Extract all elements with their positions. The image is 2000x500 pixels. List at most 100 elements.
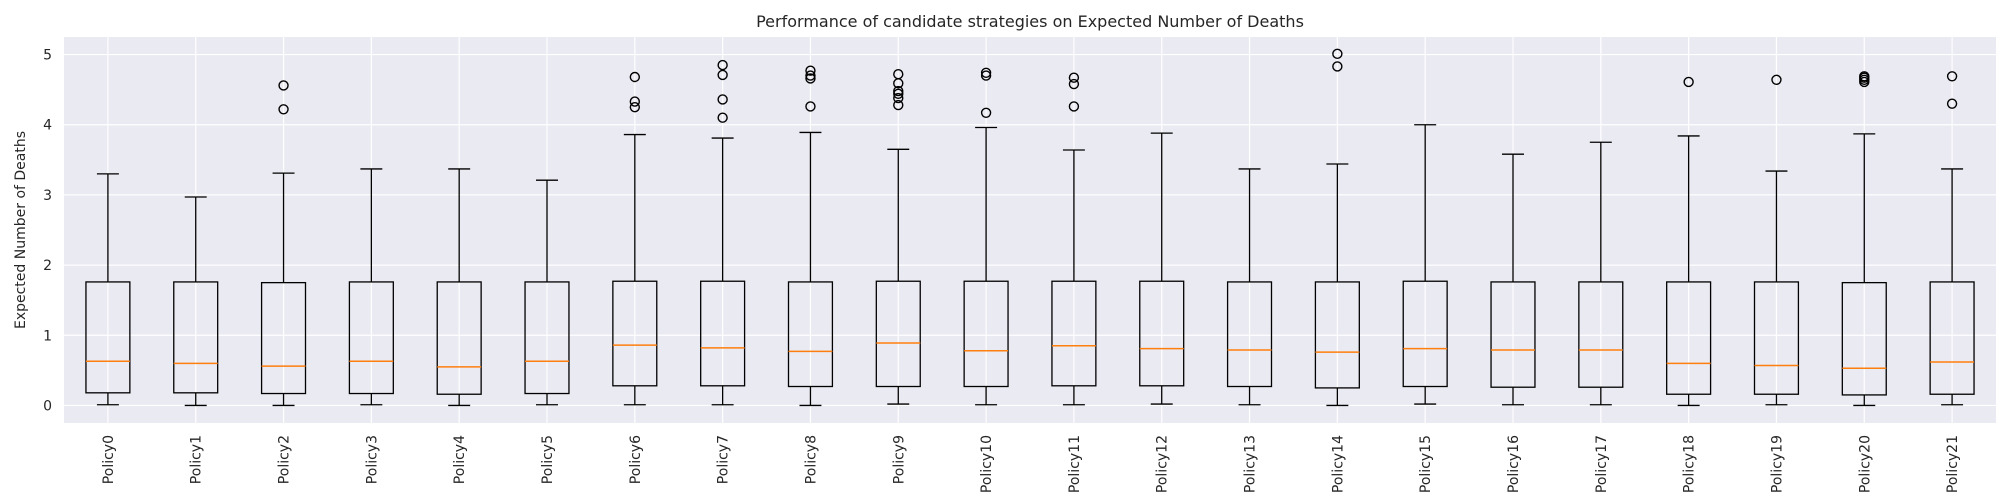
box-group xyxy=(875,68,921,405)
x-tick-label: Policy2 xyxy=(277,435,293,484)
outlier-point xyxy=(980,67,992,78)
outlier-point xyxy=(1946,71,1958,82)
box-iqr xyxy=(173,281,219,394)
outlier-point xyxy=(278,80,289,91)
box-group xyxy=(700,59,746,406)
outlier-point xyxy=(278,104,289,115)
y-tick-label: 3 xyxy=(43,188,52,204)
outlier-point xyxy=(629,96,641,107)
outlier-point xyxy=(717,112,728,123)
box-group xyxy=(787,65,834,407)
outlier-point xyxy=(980,107,992,118)
box-iqr xyxy=(1051,280,1097,387)
x-tick-label: Policy18 xyxy=(1682,435,1698,493)
x-tick-label: Policy0 xyxy=(101,435,117,484)
box-iqr xyxy=(1753,281,1800,395)
box-iqr xyxy=(612,280,658,387)
x-tick-label: Policy8 xyxy=(803,435,819,484)
box-iqr xyxy=(1929,281,1975,395)
outlier-point xyxy=(1771,74,1782,86)
outlier-point xyxy=(1332,61,1343,72)
box-iqr xyxy=(1314,281,1360,389)
x-tick-label: Policy16 xyxy=(1506,435,1522,493)
box-group xyxy=(1753,74,1800,406)
x-tick-label: Policy17 xyxy=(1594,435,1610,493)
box-group xyxy=(1666,76,1712,407)
x-tick-label: Policy9 xyxy=(891,435,907,484)
x-tick-label: Policy14 xyxy=(1330,435,1346,493)
outlier-point xyxy=(1068,101,1080,112)
outlier-point xyxy=(717,69,728,81)
x-tick-label: Policy7 xyxy=(716,435,732,484)
x-tick-label: Policy5 xyxy=(540,435,556,484)
outlier-point xyxy=(893,99,904,111)
outlier-point xyxy=(1683,76,1694,88)
box-iqr xyxy=(85,281,131,394)
box-group xyxy=(348,168,394,406)
outlier-point xyxy=(717,59,728,71)
x-tick-label: Policy10 xyxy=(979,435,995,493)
outlier-point xyxy=(893,92,904,104)
box-group xyxy=(1226,168,1273,406)
outlier-point xyxy=(893,85,904,97)
outlier-point xyxy=(1859,71,1870,82)
y-tick-label: 4 xyxy=(43,118,52,134)
box-iqr xyxy=(1139,280,1185,387)
box-iqr xyxy=(524,281,570,395)
outlier-point xyxy=(1946,98,1958,109)
outlier-point xyxy=(805,101,816,112)
outlier-point xyxy=(805,65,816,76)
x-tick-label: Policy15 xyxy=(1418,435,1434,493)
box-group xyxy=(963,67,1009,406)
box-group xyxy=(1490,153,1536,406)
box-group xyxy=(173,196,219,407)
y-tick-label: 2 xyxy=(43,258,52,274)
box-iqr xyxy=(787,281,834,388)
box-iqr xyxy=(1226,281,1273,388)
box-group xyxy=(260,80,307,407)
outlier-point xyxy=(629,101,641,113)
y-axis-ticks: 0 1 2 3 4 5 xyxy=(43,48,52,415)
chart-title: Performance of candidate strategies on E… xyxy=(756,12,1304,31)
box-group xyxy=(1402,124,1448,405)
outlier-point xyxy=(805,70,816,81)
x-tick-label: Policy4 xyxy=(452,435,468,484)
outlier-point xyxy=(629,71,641,83)
box-group xyxy=(1929,71,1975,406)
outlier-point xyxy=(1332,48,1343,60)
x-tick-label: Policy12 xyxy=(1155,435,1171,493)
box-group xyxy=(1578,141,1624,406)
x-tick-label: Policy6 xyxy=(628,435,644,484)
box-iqr xyxy=(436,281,482,395)
box-group xyxy=(1051,72,1097,406)
x-tick-label: Policy20 xyxy=(1857,435,1873,493)
x-tick-label: Policy13 xyxy=(1243,435,1259,493)
y-axis-label: Expected Number of Deaths xyxy=(13,131,29,329)
box-iqr xyxy=(1490,281,1536,388)
y-tick-label: 0 xyxy=(43,398,52,414)
x-axis-ticks: Policy0 Policy1 Policy2 Policy3 Policy4 Polic… xyxy=(101,435,1961,493)
box-iqr xyxy=(875,280,921,388)
outlier-point xyxy=(893,68,904,80)
y-tick-label: 1 xyxy=(43,328,52,344)
y-tick-label: 5 xyxy=(43,48,52,64)
box-group xyxy=(436,168,482,407)
boxes xyxy=(85,48,1975,407)
box-iqr xyxy=(348,281,394,395)
outlier-point xyxy=(717,94,728,105)
box-iqr xyxy=(1402,280,1448,388)
outlier-point xyxy=(893,88,904,100)
box-iqr xyxy=(1578,281,1624,388)
outlier-point xyxy=(805,73,816,84)
box-iqr xyxy=(1666,281,1712,395)
box-group xyxy=(524,179,570,406)
x-tick-label: Policy1 xyxy=(189,435,205,484)
box-iqr xyxy=(700,280,746,387)
outlier-point xyxy=(980,70,992,81)
box-group xyxy=(85,173,131,406)
box-iqr xyxy=(260,281,307,395)
box-group xyxy=(1139,132,1185,405)
x-tick-label: Policy3 xyxy=(364,435,380,484)
box-group xyxy=(612,71,658,406)
